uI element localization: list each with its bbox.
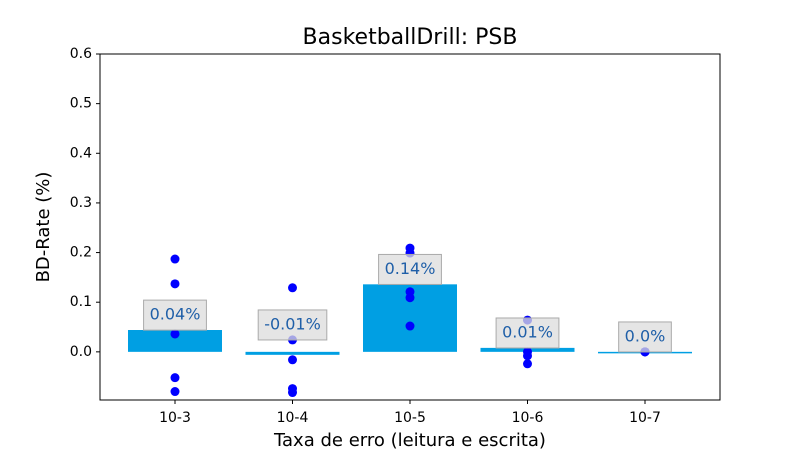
x-tick-label: 10-5 xyxy=(394,410,426,426)
data-point xyxy=(170,373,180,383)
data-point xyxy=(405,293,415,303)
x-tick-label: 10-3 xyxy=(159,410,191,426)
data-point xyxy=(170,254,180,264)
value-label: 0.04% xyxy=(150,305,201,324)
bar xyxy=(245,351,340,355)
data-point xyxy=(170,329,180,339)
y-tick-label: 0.6 xyxy=(70,46,92,62)
data-point xyxy=(170,279,180,289)
value-label-box xyxy=(257,309,328,341)
x-tick-label: 10-7 xyxy=(629,410,661,426)
data-point xyxy=(288,355,297,365)
data-point xyxy=(523,359,532,369)
y-tick-label: 0.3 xyxy=(70,195,92,211)
y-tick-label: 0.0 xyxy=(70,344,92,360)
value-label: 0.01% xyxy=(502,322,553,341)
x-axis-label: Taxa de erro (leitura e escrita) xyxy=(273,430,546,450)
chart-title: BasketballDrill: PSB xyxy=(303,25,518,50)
data-point xyxy=(405,321,415,331)
value-label: 0.0% xyxy=(625,326,666,345)
bar xyxy=(128,330,222,352)
data-point xyxy=(288,388,297,398)
value-label-box xyxy=(378,253,442,285)
y-tick-label: 0.2 xyxy=(70,245,92,261)
value-label-box xyxy=(618,321,672,353)
x-tick-label: 10-6 xyxy=(512,410,544,426)
data-point xyxy=(170,387,180,397)
y-tick-label: 0.4 xyxy=(70,145,92,161)
y-tick-label: 0.1 xyxy=(70,294,92,310)
x-tick-label: 10-4 xyxy=(277,410,309,426)
value-label: -0.01% xyxy=(264,314,321,333)
data-point xyxy=(288,283,297,293)
value-label: 0.14% xyxy=(385,259,436,278)
value-label-box xyxy=(495,317,560,349)
y-axis-label: BD-Rate (%) xyxy=(33,172,54,283)
data-point xyxy=(523,351,532,361)
value-label-box xyxy=(143,299,207,331)
y-tick-label: 0.5 xyxy=(70,96,92,112)
